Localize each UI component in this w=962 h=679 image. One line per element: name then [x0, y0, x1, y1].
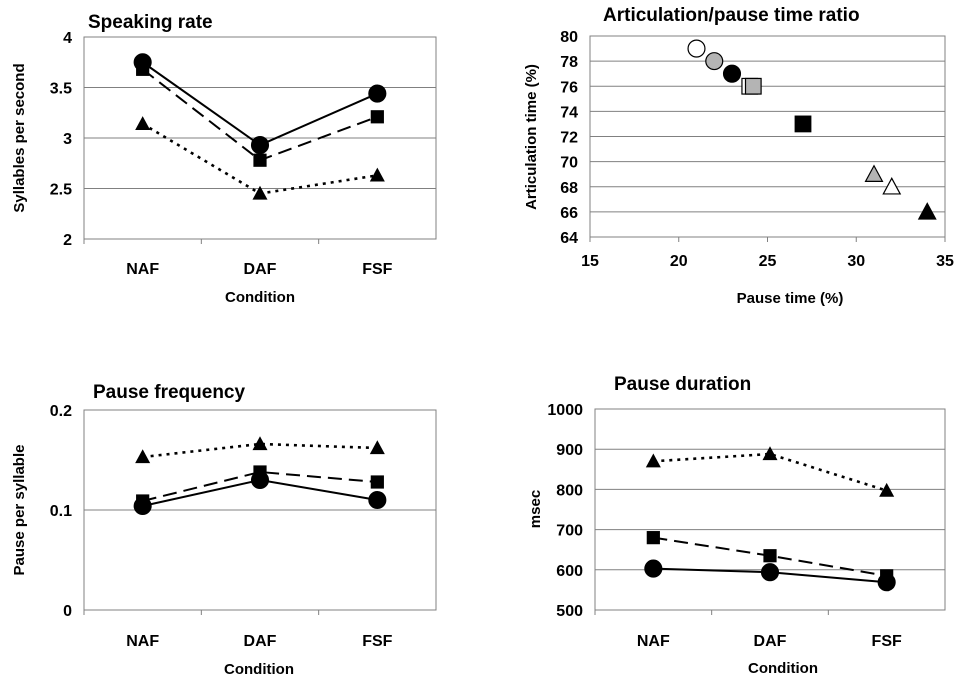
- data-point-triangle: [762, 446, 778, 461]
- plot-frame: [594, 408, 946, 611]
- y-tick-label: 72: [560, 130, 578, 147]
- scatter-point-triangle: [864, 164, 884, 182]
- data-point-triangle: [135, 449, 151, 464]
- y-tick-label: 64: [560, 230, 578, 247]
- data-point-circle: [368, 84, 387, 103]
- data-point-circle: [644, 559, 663, 578]
- y-tick-label: 0: [63, 603, 72, 620]
- x-tick-label: 25: [759, 253, 777, 270]
- x-tick-label: 15: [581, 253, 599, 270]
- scatter-point-square: [794, 115, 812, 133]
- y-tick-label: 500: [556, 603, 583, 620]
- y-axis-label: Articulation time (%): [523, 64, 540, 210]
- data-point-triangle: [879, 482, 895, 497]
- chart-title: Pause frequency: [93, 382, 245, 403]
- data-point-triangle: [645, 453, 661, 468]
- y-tick-label: 3: [63, 131, 72, 148]
- y-tick-label: 68: [560, 180, 578, 197]
- y-tick-label: 74: [560, 104, 578, 121]
- series-line-circle: [142, 61, 378, 147]
- data-point-circle: [250, 136, 270, 155]
- data-point-square: [136, 494, 150, 508]
- data-point-square: [136, 62, 150, 76]
- y-tick-label: 2: [63, 232, 72, 249]
- scatter-point-triangle: [882, 177, 902, 195]
- x-axis-label: Condition: [748, 660, 818, 677]
- scatter-point-circle: [705, 52, 724, 71]
- y-tick-label: 0.1: [50, 503, 72, 520]
- x-tick-label: DAF: [244, 261, 277, 278]
- chart-title: Pause duration: [614, 374, 751, 395]
- data-point-square: [370, 110, 384, 124]
- data-point-triangle: [369, 440, 385, 455]
- data-point-square: [253, 153, 267, 167]
- y-tick-label: 78: [560, 54, 578, 71]
- y-tick-label: 900: [556, 442, 583, 459]
- data-point-triangle: [252, 185, 268, 200]
- x-tick-label: FSF: [362, 261, 392, 278]
- y-tick-label: 800: [556, 482, 583, 499]
- x-tick-label: NAF: [126, 633, 159, 650]
- plot-frame: [83, 409, 437, 611]
- x-tick-label: 30: [847, 253, 865, 270]
- data-point-circle: [368, 490, 387, 510]
- y-axis-label: msec: [527, 490, 544, 528]
- y-tick-label: 700: [556, 523, 583, 540]
- scatter-point-triangle: [917, 202, 937, 220]
- y-tick-label: 70: [560, 155, 578, 172]
- x-tick-label: DAF: [244, 633, 277, 650]
- y-tick-label: 0.2: [50, 403, 72, 420]
- x-tick-label: 20: [670, 253, 688, 270]
- chart-title: Articulation/pause time ratio: [603, 5, 860, 26]
- data-point-triangle: [135, 116, 151, 130]
- y-axis-label: Pause per syllable: [11, 445, 28, 576]
- y-tick-label: 76: [560, 79, 578, 96]
- y-tick-label: 80: [560, 29, 578, 46]
- y-tick-label: 66: [560, 205, 578, 222]
- x-tick-label: NAF: [126, 261, 159, 278]
- data-point-square: [880, 569, 894, 583]
- scatter-point-circle: [722, 64, 742, 83]
- y-tick-label: 600: [556, 563, 583, 580]
- data-point-square: [253, 465, 267, 479]
- data-point-square: [646, 531, 660, 545]
- y-tick-label: 4: [63, 30, 72, 47]
- scatter-point-circle: [687, 39, 706, 58]
- data-point-square: [763, 549, 777, 563]
- series-line-square: [142, 470, 378, 502]
- x-tick-label: FSF: [872, 633, 902, 650]
- x-tick-label: FSF: [362, 633, 392, 650]
- y-tick-label: 1000: [547, 402, 583, 419]
- x-axis-label: Condition: [225, 289, 295, 306]
- x-axis-label: Pause time (%): [737, 290, 844, 307]
- plot-frame: [83, 36, 437, 240]
- data-point-circle: [760, 563, 780, 582]
- chart-title: Speaking rate: [88, 12, 213, 33]
- data-point-triangle: [252, 436, 268, 451]
- x-tick-label: NAF: [637, 633, 670, 650]
- y-axis-label: Syllables per second: [11, 63, 28, 212]
- data-point-square: [370, 475, 384, 489]
- y-tick-label: 2.5: [50, 182, 72, 199]
- x-axis-label: Condition: [224, 661, 294, 678]
- x-tick-label: 35: [936, 253, 954, 270]
- scatter-point-square: [744, 77, 762, 95]
- data-point-triangle: [369, 167, 385, 182]
- x-tick-label: DAF: [754, 633, 787, 650]
- y-tick-label: 3.5: [50, 81, 72, 98]
